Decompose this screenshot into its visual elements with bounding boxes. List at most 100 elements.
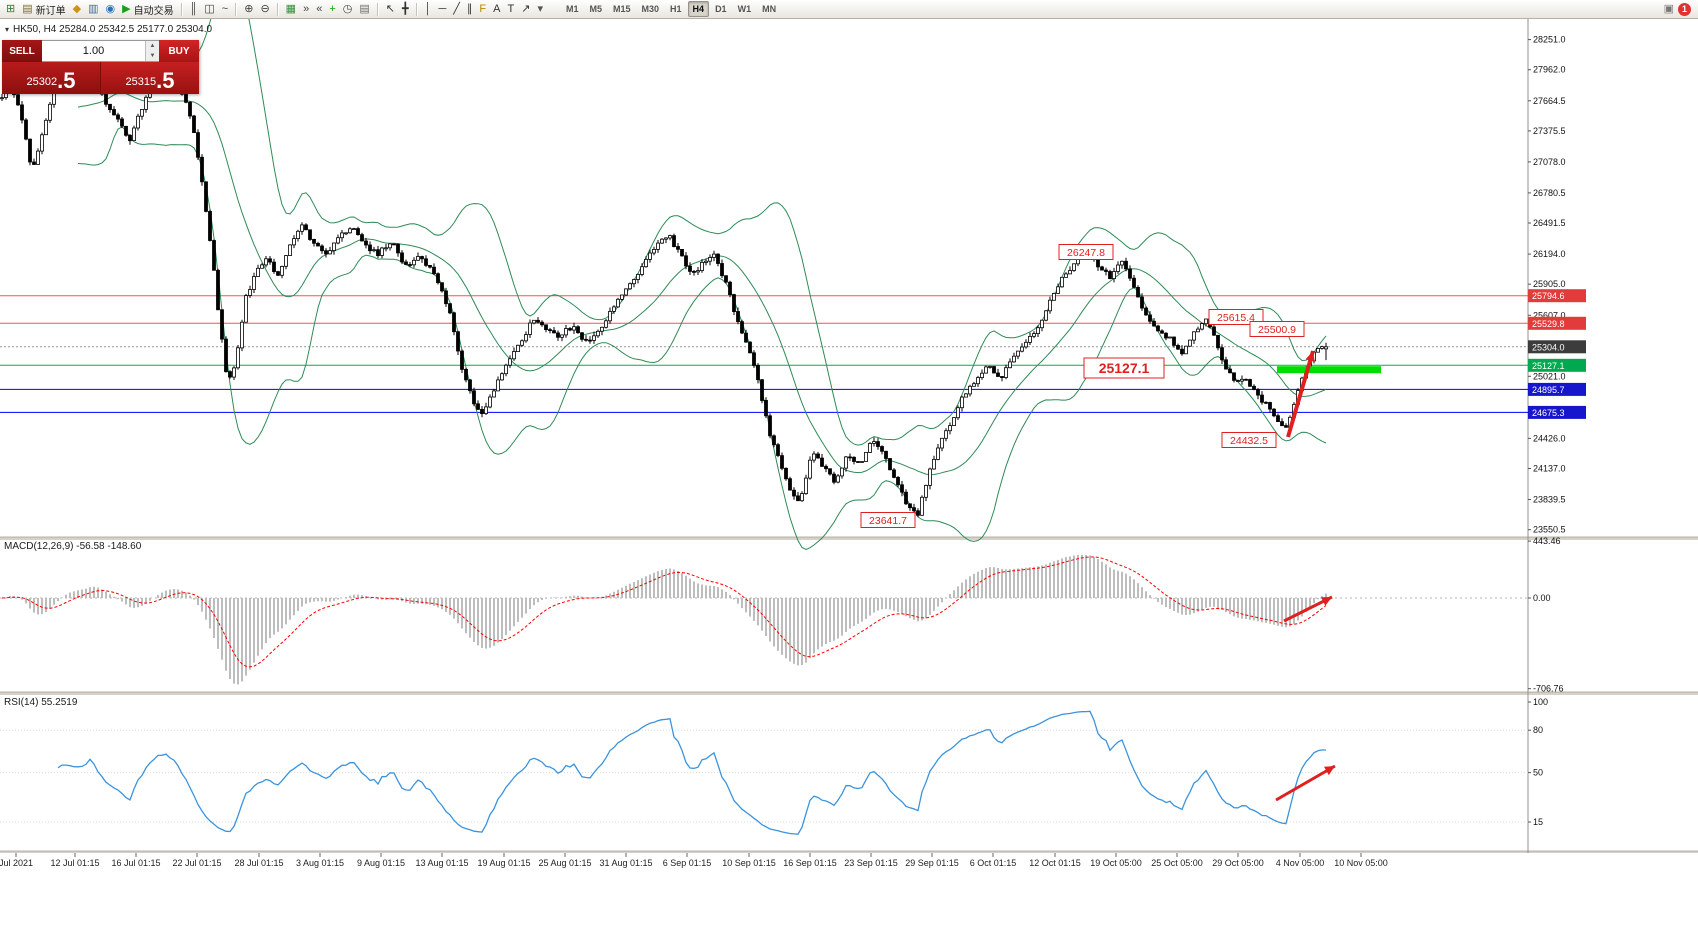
info-icon: ◉ bbox=[105, 2, 116, 15]
price-label-annotation[interactable]: 25500.9 bbox=[1249, 321, 1305, 337]
svg-text:24426.0: 24426.0 bbox=[1533, 433, 1566, 443]
autotrading-button[interactable]: ▶ 自动交易 bbox=[119, 2, 176, 17]
trendline-icon: ╱ bbox=[453, 2, 460, 15]
svg-text:25127.1: 25127.1 bbox=[1532, 361, 1565, 371]
hammer-tools-icon: ◆ bbox=[72, 2, 82, 15]
new-order-button[interactable]: ▤ 新订单 bbox=[19, 2, 68, 17]
svg-text:3 Aug 01:15: 3 Aug 01:15 bbox=[296, 858, 344, 868]
line-chart-icon[interactable]: ~ bbox=[219, 2, 231, 17]
rsi-indicator bbox=[0, 710, 1528, 835]
price-axis-tag: 25794.6 bbox=[1528, 289, 1586, 303]
price-label-annotation[interactable]: 23641.7 bbox=[860, 512, 916, 528]
timeframe-d1[interactable]: D1 bbox=[715, 4, 727, 14]
candlestick-chart-icon: ◫ bbox=[204, 2, 215, 15]
notification-badge[interactable]: 1 bbox=[1678, 2, 1691, 16]
price-label-annotation[interactable]: 25127.1 bbox=[1083, 357, 1165, 379]
crosshair-icon: ╋ bbox=[401, 2, 409, 15]
zoom-in-icon: ⊕ bbox=[244, 2, 254, 15]
bar-chart-icon[interactable]: ║ bbox=[187, 2, 201, 17]
svg-text:15: 15 bbox=[1533, 817, 1543, 827]
price-axis[interactable]: 28251.0 27962.0 27664.5 27375.5 27078.0 26780… bbox=[1528, 35, 1586, 827]
svg-text:28 Jul 01:15: 28 Jul 01:15 bbox=[234, 858, 283, 868]
timeframe-h1[interactable]: H1 bbox=[670, 4, 682, 14]
timeframe-m5[interactable]: M5 bbox=[589, 4, 602, 14]
svg-text:26194.0: 26194.0 bbox=[1533, 249, 1566, 259]
horizontal-line-icon[interactable]: ─ bbox=[435, 2, 449, 17]
channel-icon[interactable]: ∥ bbox=[464, 2, 476, 17]
timeframe-m1[interactable]: M1 bbox=[565, 4, 579, 14]
bar-chart-icon: ║ bbox=[189, 2, 198, 15]
collapse-triangle-icon[interactable]: ▾ bbox=[5, 25, 10, 34]
new-order-button-label: 新订单 bbox=[35, 5, 66, 17]
timeframe-mn[interactable]: MN bbox=[762, 4, 777, 14]
fibonacci-icon[interactable]: F bbox=[476, 2, 489, 17]
timeframe-h4[interactable]: H4 bbox=[687, 1, 710, 17]
profiles-icon[interactable]: ▥ bbox=[85, 2, 101, 17]
svg-text:27078.0: 27078.0 bbox=[1533, 157, 1566, 167]
svg-text:19 Aug 01:15: 19 Aug 01:15 bbox=[477, 858, 530, 868]
periods-dropdown-icon[interactable]: ◷ bbox=[340, 2, 356, 17]
chart-window-icon[interactable]: ▣ bbox=[1661, 2, 1677, 17]
templates-icon[interactable]: ▤ bbox=[356, 2, 372, 17]
candlestick-chart-icon[interactable]: ◫ bbox=[201, 2, 217, 17]
symbol-info-row: ▾ HK50, H4 25284.0 25342.5 25177.0 25304… bbox=[5, 24, 212, 35]
level-lines[interactable] bbox=[0, 295, 1528, 413]
dropdown-arrow-icon[interactable]: ▾ bbox=[534, 2, 546, 17]
svg-text:80: 80 bbox=[1533, 725, 1543, 735]
text-icon[interactable]: A bbox=[490, 2, 503, 17]
toolbar-separator bbox=[415, 2, 418, 16]
cursor-icon[interactable]: ↖ bbox=[383, 2, 398, 17]
timeframe-w1[interactable]: W1 bbox=[737, 4, 752, 14]
zoom-in-icon[interactable]: ⊕ bbox=[241, 2, 256, 17]
chart-shift-icon[interactable]: « bbox=[313, 2, 325, 17]
new-chart-icon[interactable]: ⊞ bbox=[3, 2, 18, 17]
sell-button[interactable]: SELL bbox=[2, 40, 42, 62]
info-icon[interactable]: ◉ bbox=[103, 2, 119, 17]
trend-arrows[interactable] bbox=[1275, 350, 1336, 802]
auto-scroll-icon[interactable]: » bbox=[300, 2, 312, 17]
crosshair-icon[interactable]: ╋ bbox=[399, 2, 412, 17]
horizontal-line-icon: ─ bbox=[438, 2, 447, 15]
vertical-line-icon[interactable]: │ bbox=[422, 2, 435, 17]
rsi-label: RSI(14) 55.2519 bbox=[4, 697, 78, 708]
svg-text:-706.76: -706.76 bbox=[1533, 684, 1564, 694]
svg-text:24895.7: 24895.7 bbox=[1532, 385, 1565, 395]
text-label-icon[interactable]: T bbox=[504, 2, 517, 17]
svg-text:6 Sep 01:15: 6 Sep 01:15 bbox=[663, 858, 712, 868]
price-axis-tag: 25529.8 bbox=[1528, 316, 1586, 330]
svg-text:28251.0: 28251.0 bbox=[1533, 35, 1566, 45]
vertical-line-icon: │ bbox=[424, 2, 432, 15]
volume-input[interactable]: 1.00 bbox=[82, 45, 105, 57]
arrows-tool-icon[interactable]: ↗ bbox=[518, 2, 533, 17]
templates-icon: ▤ bbox=[359, 2, 370, 15]
timeframe-group: M1 M5 M15 M30 H1 H4 D1 W1 MN bbox=[561, 1, 781, 17]
svg-text:16 Sep 01:15: 16 Sep 01:15 bbox=[783, 858, 837, 868]
buy-button[interactable]: BUY bbox=[159, 40, 199, 62]
volume-up-button[interactable]: ▲ bbox=[146, 41, 159, 51]
svg-text:25607.0: 25607.0 bbox=[1533, 310, 1566, 320]
svg-text:Jul 2021: Jul 2021 bbox=[0, 858, 33, 868]
timeframe-m15[interactable]: M15 bbox=[613, 4, 631, 14]
tile-windows-icon[interactable]: ▦ bbox=[283, 2, 299, 17]
volume-down-button[interactable]: ▼ bbox=[146, 51, 159, 61]
sell-price-button[interactable]: 25302 .5 bbox=[2, 62, 101, 94]
price-label-annotation[interactable]: 24432.5 bbox=[1221, 432, 1277, 448]
zoom-out-icon[interactable]: ⊖ bbox=[257, 2, 272, 17]
chart-shift-icon: « bbox=[316, 2, 323, 15]
svg-text:26780.5: 26780.5 bbox=[1533, 188, 1566, 198]
svg-text:25 Aug 01:15: 25 Aug 01:15 bbox=[538, 858, 591, 868]
time-axis[interactable]: Jul 2021 12 Jul 01:15 16 Jul 01:15 22 Jul 0… bbox=[0, 853, 1388, 868]
timeframe-m30[interactable]: M30 bbox=[641, 4, 660, 14]
price-label-annotation[interactable]: 26247.8 bbox=[1058, 244, 1114, 260]
autotrading-button: ▶ bbox=[122, 2, 131, 15]
trendline-icon[interactable]: ╱ bbox=[450, 2, 463, 17]
text-label-icon: T bbox=[507, 2, 515, 15]
indicators-icon[interactable]: + bbox=[326, 2, 338, 17]
svg-text:12 Oct 01:15: 12 Oct 01:15 bbox=[1029, 858, 1081, 868]
highlight-support-segment[interactable] bbox=[1277, 366, 1381, 374]
price-label-annotation[interactable]: 25615.4 bbox=[1208, 309, 1264, 325]
hammer-tools-icon[interactable]: ◆ bbox=[70, 2, 84, 17]
buy-price-button[interactable]: 25315 .5 bbox=[101, 62, 199, 94]
